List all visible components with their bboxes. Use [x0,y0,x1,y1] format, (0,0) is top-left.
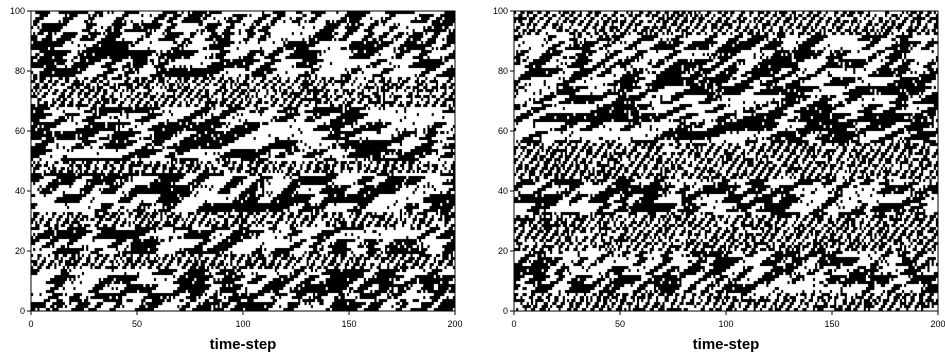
x-tick-label: 50 [615,319,625,329]
x-axis-title: time-step [210,336,277,353]
x-axis-title: time-step [693,336,760,353]
x-tick-label: 50 [132,319,142,329]
x-tick-label: 0 [28,319,33,329]
y-tick-label: 40 [498,186,508,196]
spacetime-raster [31,11,455,311]
x-tick-label: 100 [235,319,250,329]
y-tick-label: 60 [498,126,508,136]
spacetime-raster [514,11,938,311]
y-tick-label: 100 [493,6,508,16]
y-tick-label: 0 [20,306,25,316]
y-tick-label: 20 [15,246,25,256]
left-panel: 0 50 100 150 200 0 20 40 60 80 100 time-step [10,6,463,353]
x-tick-label: 100 [718,319,733,329]
x-tick-label: 150 [824,319,839,329]
axis-ticks: 0 50 100 150 200 0 20 40 60 80 100 [493,6,945,329]
x-tick-label: 0 [511,319,516,329]
y-tick-label: 60 [15,126,25,136]
y-tick-label: 80 [15,66,25,76]
y-tick-label: 80 [498,66,508,76]
x-tick-label: 200 [930,319,945,329]
x-tick-label: 150 [341,319,356,329]
y-tick-label: 40 [15,186,25,196]
y-tick-label: 100 [10,6,25,16]
right-panel: 0 50 100 150 200 0 20 40 60 80 100 time-step [493,6,945,353]
y-tick-label: 0 [503,306,508,316]
x-tick-label: 200 [447,319,462,329]
axis-ticks: 0 50 100 150 200 0 20 40 60 80 100 [10,6,463,329]
y-tick-label: 20 [498,246,508,256]
